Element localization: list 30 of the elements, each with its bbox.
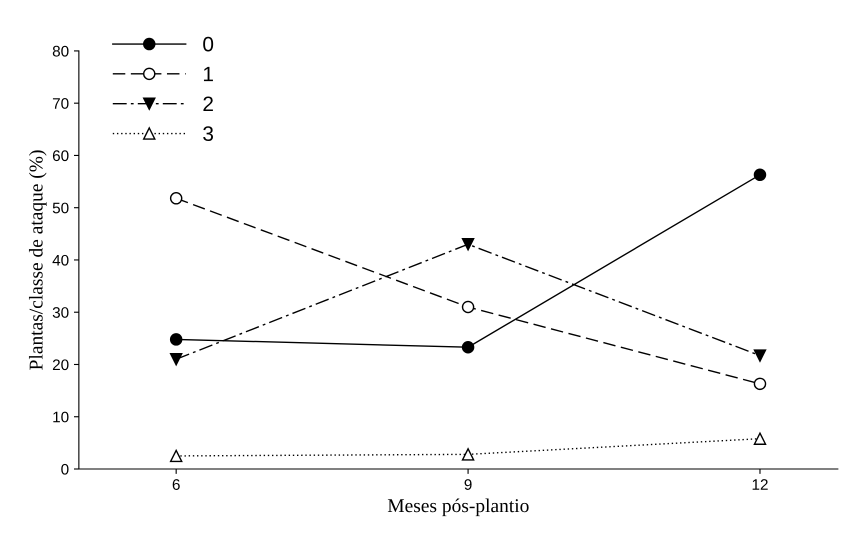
legend-label: 3 <box>203 126 214 142</box>
y-tick-label: 70 <box>52 98 69 109</box>
y-axis-title: Plantas/classe de ataque (%) <box>28 150 47 370</box>
point <box>170 450 182 462</box>
legend-label: 1 <box>204 66 213 82</box>
point <box>462 238 474 251</box>
point <box>754 349 766 362</box>
y-tick-label: 20 <box>52 359 69 370</box>
y-tick-label: 60 <box>52 150 69 162</box>
y-tick-label: 40 <box>52 254 69 266</box>
point <box>170 353 182 366</box>
y-tick-label: 30 <box>52 307 69 318</box>
y-tick-label: 80 <box>52 46 69 57</box>
y-tick-label: 0 <box>61 464 69 475</box>
legend-label: 0 <box>203 36 214 52</box>
point <box>462 300 474 314</box>
point <box>754 168 766 182</box>
y-tick-label: 50 <box>52 202 69 214</box>
point <box>462 340 474 354</box>
point <box>754 378 766 390</box>
point <box>462 448 474 461</box>
legend-label: 2 <box>203 96 213 111</box>
x-tick-label: 12 <box>752 479 768 490</box>
x-tick-label: 9 <box>464 479 472 490</box>
y-tick-label: 10 <box>53 412 69 422</box>
x-axis-title: Meses pós-plantio <box>388 498 529 516</box>
point <box>754 432 766 445</box>
point <box>170 333 182 346</box>
x-tick-label: 6 <box>172 479 180 490</box>
point <box>170 192 182 205</box>
